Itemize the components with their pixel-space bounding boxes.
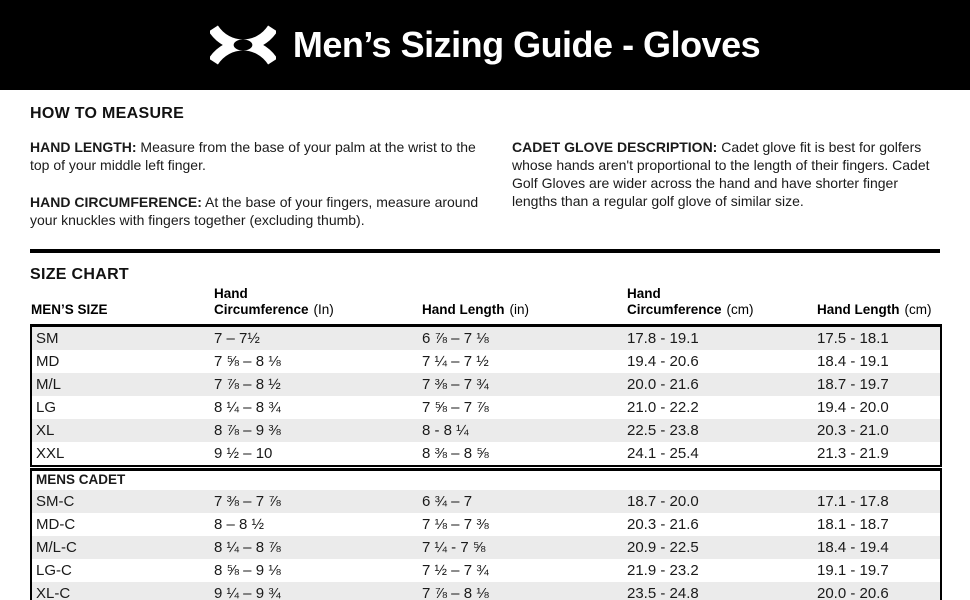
table-row: M/L-C 8 ¼ – 8 ⅞ 7 ¼ - 7 ⅝ 20.9 - 22.5 18.4 -… xyxy=(31,535,941,559)
size-cell: 8 ⅞ – 9 ⅜ xyxy=(214,422,281,439)
cadet-section-label: MENS CADET xyxy=(31,469,941,490)
size-cell: 18.1 - 18.7 xyxy=(817,515,889,533)
size-cell: 8 ⅝ – 9 ⅛ xyxy=(214,561,281,579)
size-cell: 17.1 - 17.8 xyxy=(817,492,889,510)
size-cell: XL-C xyxy=(36,584,71,600)
size-cell: 6 ⅞ – 7 ⅛ xyxy=(422,330,489,347)
size-cell: 7 ¼ - 7 ⅝ xyxy=(422,538,486,556)
col-header-mens-size: MEN’S SIZE xyxy=(31,302,108,317)
size-cell: 18.4 - 19.1 xyxy=(817,353,889,370)
table-row: XL 8 ⅞ – 9 ⅜ 8 - 8 ¼ 22.5 - 23.8 20.3 - 21.0 xyxy=(31,419,941,442)
hand-circumference-text: At the base of your fingers, measure aro… xyxy=(30,194,479,228)
cadet-description-label: CADET GLOVE DESCRIPTION: xyxy=(512,139,718,155)
size-cell: 21.9 - 23.2 xyxy=(627,561,699,579)
cadet-description-paragraph: CADET GLOVE DESCRIPTION: Cadet glove fit… xyxy=(512,138,940,210)
cadet-section-label-row: MENS CADET xyxy=(31,469,941,490)
table-row: SM 7 – 7½ 6 ⅞ – 7 ⅛ 17.8 - 19.1 17.5 - 18.1 xyxy=(31,325,941,350)
size-cell: 17.8 - 19.1 xyxy=(627,330,699,347)
table-row: XL-C 9 ¼ – 9 ¾ 7 ⅞ – 8 ⅛ 23.5 - 24.8 20.0 - … xyxy=(31,581,941,600)
how-to-measure-section: HAND LENGTH: Measure from the base of yo… xyxy=(30,138,940,229)
how-to-measure-heading: HOW TO MEASURE xyxy=(30,105,185,122)
size-cell: 9 ¼ – 9 ¾ xyxy=(214,584,281,600)
size-cell: 7 ⅝ – 7 ⅞ xyxy=(422,399,489,416)
under-armour-logo-icon xyxy=(209,25,276,65)
size-cell: 7 ½ – 7 ¾ xyxy=(422,561,489,579)
table-row: MD-C 8 – 8 ½ 7 ⅛ – 7 ⅜ 20.3 - 21.6 18.1 - 18… xyxy=(31,513,941,536)
size-cell: 20.3 - 21.6 xyxy=(627,515,699,533)
size-cell: 6 ¾ – 7 xyxy=(422,492,473,510)
table-row: SM-C 7 ⅜ – 7 ⅞ 6 ¾ – 7 18.7 - 20.0 17.1 - 17… xyxy=(31,489,941,513)
size-cell: M/L-C xyxy=(36,538,77,556)
size-cell: 7 ⅝ – 8 ⅛ xyxy=(214,353,281,370)
size-cell: 18.7 - 19.7 xyxy=(817,376,889,393)
hand-length-text: Measure from the base of your palm at th… xyxy=(30,139,476,173)
col-header-hand-circumference-cm: Hand Circumference (cm) xyxy=(627,286,754,317)
table-row: M/L 7 ⅞ – 8 ½ 7 ⅜ – 7 ¾ 20.0 - 21.6 18.7 - 1… xyxy=(31,373,941,396)
size-cell: 7 ⅛ – 7 ⅜ xyxy=(422,515,489,533)
size-cell: M/L xyxy=(36,376,62,393)
table-section-gap xyxy=(31,466,941,469)
table-row: MD 7 ⅝ – 8 ⅛ 7 ¼ – 7 ½ 19.4 - 20.6 18.4 - 19… xyxy=(31,350,941,373)
size-cell: 19.4 - 20.6 xyxy=(627,353,699,370)
section-divider xyxy=(30,249,940,253)
size-cell: 19.4 - 20.0 xyxy=(817,399,889,416)
page-title: Men’s Sizing Guide - Gloves xyxy=(292,24,761,65)
size-cell: LG-C xyxy=(36,561,72,579)
size-cell: 17.5 - 18.1 xyxy=(817,330,889,347)
size-cell: 20.3 - 21.0 xyxy=(817,422,889,439)
size-cell: 7 ⅜ – 7 ⅞ xyxy=(214,492,281,510)
size-cell: 20.0 - 20.6 xyxy=(817,584,889,600)
cadet-description-column: CADET GLOVE DESCRIPTION: Cadet glove fit… xyxy=(512,138,940,229)
size-cell: 21.0 - 22.2 xyxy=(627,399,699,416)
table-row: XXL 9 ½ – 10 8 ⅜ – 8 ⅝ 24.1 - 25.4 21.3 - 21… xyxy=(31,442,941,466)
size-cell: 22.5 - 23.8 xyxy=(627,422,699,439)
size-cell: XXL xyxy=(36,445,65,462)
size-cell: 8 - 8 ¼ xyxy=(422,422,469,439)
size-cell: SM xyxy=(36,330,59,347)
size-cell: 8 – 8 ½ xyxy=(214,515,265,533)
size-cell: XL xyxy=(36,422,55,439)
size-cell: 19.1 - 19.7 xyxy=(817,561,889,579)
size-cell: 24.1 - 25.4 xyxy=(627,445,699,462)
size-cell: 8 ⅜ – 8 ⅝ xyxy=(422,445,489,462)
size-cell: 8 ¼ – 8 ⅞ xyxy=(214,538,281,556)
cadet-description-text: Cadet glove fit is best for golfers whos… xyxy=(512,139,930,209)
hand-length-paragraph: HAND LENGTH: Measure from the base of yo… xyxy=(30,138,482,174)
cadet-sizes-body: MENS CADET SM-C 7 ⅜ – 7 ⅞ 6 ¾ – 7 18.7 - 20… xyxy=(31,469,941,600)
hand-circumference-paragraph: HAND CIRCUMFERENCE: At the base of your … xyxy=(30,193,482,229)
table-row: LG-C 8 ⅝ – 9 ⅛ 7 ½ – 7 ¾ 21.9 - 23.2 19.1 - … xyxy=(31,559,941,582)
sizing-table: MEN’S SIZE Hand Circumference (In) Hand L… xyxy=(30,286,942,600)
content: HOW TO MEASURE HAND LENGTH: Measure from… xyxy=(0,105,970,600)
col-header-hand-length-in: Hand Length (in) xyxy=(422,302,529,317)
size-cell: MD-C xyxy=(36,515,76,533)
hand-length-label: HAND LENGTH: xyxy=(30,139,137,155)
sizing-table-header: MEN’S SIZE Hand Circumference (In) Hand L… xyxy=(31,286,941,326)
col-header-hand-length-cm: Hand Length (cm) xyxy=(817,302,932,317)
hand-circumference-label: HAND CIRCUMFERENCE: xyxy=(30,194,202,210)
brand-header: Men’s Sizing Guide - Gloves xyxy=(0,0,970,90)
size-cell: LG xyxy=(36,399,57,416)
size-cell: 20.9 - 22.5 xyxy=(627,538,699,556)
size-cell: 18.4 - 19.4 xyxy=(817,538,889,556)
size-cell: SM-C xyxy=(36,492,75,510)
size-cell: 9 ½ – 10 xyxy=(214,445,273,462)
size-cell: 18.7 - 20.0 xyxy=(627,492,699,510)
size-cell: MD xyxy=(36,353,60,370)
size-cell: 8 ¼ – 8 ¾ xyxy=(214,399,281,416)
size-cell: 7 ⅜ – 7 ¾ xyxy=(422,376,489,393)
size-chart-heading: SIZE CHART xyxy=(30,266,129,283)
size-cell: 7 ⅞ – 8 ½ xyxy=(214,376,281,393)
size-cell: 7 ¼ – 7 ½ xyxy=(422,353,489,370)
size-cell: 7 ⅞ – 8 ⅛ xyxy=(422,584,489,600)
size-cell: 23.5 - 24.8 xyxy=(627,584,699,600)
col-header-hand-circumference-in: Hand Circumference (In) xyxy=(214,286,334,317)
size-cell: 20.0 - 21.6 xyxy=(627,376,699,393)
table-row: LG 8 ¼ – 8 ¾ 7 ⅝ – 7 ⅞ 21.0 - 22.2 19.4 - 20… xyxy=(31,396,941,419)
mens-sizes-body: SM 7 – 7½ 6 ⅞ – 7 ⅛ 17.8 - 19.1 17.5 - 18.1 M… xyxy=(31,325,941,466)
measure-instructions-column: HAND LENGTH: Measure from the base of yo… xyxy=(30,138,482,229)
size-cell: 21.3 - 21.9 xyxy=(817,445,889,462)
size-cell: 7 – 7½ xyxy=(214,330,260,347)
